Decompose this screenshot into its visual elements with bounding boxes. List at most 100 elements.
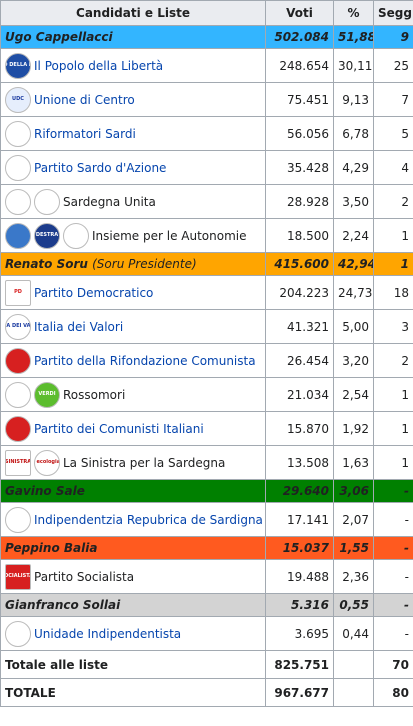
- header-votes[interactable]: Voti: [265, 0, 334, 26]
- party-logo-group: Partito dei Comunisti Italiani: [5, 415, 261, 442]
- party-percent: 24,73: [333, 275, 374, 310]
- party-name[interactable]: Partito Democratico: [34, 285, 154, 300]
- party-logo-group: Indipendentzia Repubrica de Sardigna: [5, 506, 263, 533]
- party-name[interactable]: Indipendentzia Repubrica de Sardigna: [34, 512, 263, 527]
- party-name[interactable]: Il Popolo della Libertà: [34, 58, 164, 73]
- coalition-percent: 51,88: [333, 25, 374, 49]
- party-name[interactable]: Partito della Rifondazione Comunista: [34, 353, 256, 368]
- party-percent: 6,78: [333, 116, 374, 151]
- idv-logo[interactable]: ITALIA DEI VALORI: [5, 313, 31, 340]
- sinistra-ecologia-logo[interactable]: sinistra ecologia libertà: [34, 449, 60, 476]
- coalition-percent: 3,06: [333, 479, 374, 503]
- party-name[interactable]: Partito dei Comunisti Italiani: [34, 421, 204, 436]
- coalition-candidate-cell: Ugo Cappellacci: [0, 25, 266, 49]
- party-seats: -: [373, 502, 413, 537]
- header-percent[interactable]: %: [333, 0, 374, 26]
- party-cell: Riformatori Sardi: [0, 116, 266, 151]
- totals-row: Totale alle liste 825.751 70: [0, 650, 413, 679]
- party-cell: POPOLO DELLA LIBERTÀ Il Popolo della Libe…: [0, 48, 266, 83]
- party-name[interactable]: Riformatori Sardi: [34, 126, 136, 141]
- coalition-row: Gianfranco Sollai 5.316 0,55-: [0, 593, 413, 617]
- party-name[interactable]: Unione di Centro: [34, 92, 135, 107]
- party-votes: 204.223: [265, 275, 334, 310]
- party-percent: 0,44: [333, 616, 374, 651]
- party-percent: 5,00: [333, 309, 374, 344]
- party-name: Sardegna Unita: [63, 194, 156, 209]
- placeholder-logo[interactable]: [5, 506, 31, 533]
- party-seats: 2: [373, 343, 413, 378]
- candidate-name[interactable]: Gavino Sale: [5, 484, 85, 498]
- party-logo-group: Riformatori Sardi: [5, 120, 261, 147]
- placeholder-logo[interactable]: [5, 188, 31, 215]
- party-logo-group: ITALIA DEI VALORIItalia dei Valori: [5, 313, 261, 340]
- candidate-name[interactable]: Gianfranco Sollai: [5, 598, 121, 612]
- party-percent: 3,50: [333, 184, 374, 219]
- party-percent: 2,54: [333, 377, 374, 412]
- placeholder-logo[interactable]: [5, 620, 31, 647]
- coalition-candidate-cell: Gianfranco Sollai: [0, 593, 266, 617]
- candidate-name[interactable]: Renato Soru: [5, 257, 88, 271]
- pdci-logo[interactable]: [5, 415, 31, 442]
- party-seats: 1: [373, 445, 413, 480]
- party-name[interactable]: Partito Sardo d'Azione: [34, 160, 167, 175]
- totals-seats: 70: [373, 650, 413, 679]
- destra-logo[interactable]: DESTRA: [34, 222, 60, 249]
- party-row: Sardegna Unita 28.928 3,50 2: [0, 184, 413, 219]
- party-cell: Partito della Rifondazione Comunista: [0, 343, 266, 378]
- candidate-name[interactable]: Ugo Cappellacci: [5, 30, 113, 44]
- party-row: Riformatori Sardi 56.056 6,78 5: [0, 116, 413, 151]
- placeholder-logo[interactable]: [5, 154, 31, 181]
- header-seats[interactable]: Seggi: [373, 0, 413, 26]
- logo-text: DESTRA: [35, 232, 59, 238]
- party-logo-group: Partito Sardo d'Azione: [5, 154, 261, 181]
- party-percent: 3,20: [333, 343, 374, 378]
- party-name[interactable]: Unidade Indipendentista: [34, 626, 182, 641]
- party-votes: 26.454: [265, 343, 334, 378]
- party-seats: 18: [373, 275, 413, 310]
- party-name: Partito Socialista: [34, 569, 135, 584]
- coalition-row: Peppino Balia 15.037 1,55-: [0, 536, 413, 560]
- party-row: Indipendentzia Repubrica de Sardigna 17.1…: [0, 502, 413, 537]
- totals-row: TOTALE 967.677 80: [0, 678, 413, 707]
- party-percent: 30,11: [333, 48, 374, 83]
- coalition-candidate-cell: Peppino Balia: [0, 536, 266, 560]
- logo-text: UDC: [12, 96, 24, 102]
- verdi-logo[interactable]: VERDI: [34, 381, 60, 408]
- party-votes: 75.451: [265, 82, 334, 117]
- placeholder-logo[interactable]: [63, 222, 89, 249]
- placeholder-logo[interactable]: [5, 120, 31, 147]
- pd-logo[interactable]: PD: [5, 279, 31, 306]
- logo-text: POPOLO DELLA LIBERTÀ: [6, 62, 30, 68]
- pdl-logo[interactable]: POPOLO DELLA LIBERTÀ: [5, 52, 31, 79]
- party-percent: 2,07: [333, 502, 374, 537]
- party-votes: 17.141: [265, 502, 334, 537]
- autonomie-logo[interactable]: [5, 222, 31, 249]
- party-percent: 1,92: [333, 411, 374, 446]
- party-cell: ITALIA DEI VALORIItalia dei Valori: [0, 309, 266, 344]
- party-seats: 2: [373, 184, 413, 219]
- party-votes: 41.321: [265, 309, 334, 344]
- logo-text: PARTITO SOCIALISTA ITALIANO: [6, 573, 30, 579]
- ps-logo[interactable]: PARTITO SOCIALISTA ITALIANO: [5, 563, 31, 590]
- candidate-name[interactable]: Peppino Balia: [5, 541, 98, 555]
- party-cell: Unidade Indipendentista: [0, 616, 266, 651]
- totals-votes: 825.751: [265, 650, 334, 679]
- party-logo-group: SINISTRA sinistra ecologia libertàLa Sini…: [5, 449, 261, 476]
- placeholder-logo[interactable]: [5, 381, 31, 408]
- coalition-seats: -: [373, 479, 413, 503]
- party-votes: 35.428: [265, 150, 334, 185]
- logo-text: PD: [14, 289, 22, 295]
- prc-logo[interactable]: [5, 347, 31, 374]
- header-candidates[interactable]: Candidati e Liste: [0, 0, 266, 26]
- udc-logo[interactable]: UDC: [5, 86, 31, 113]
- party-cell: VERDI Rossomori: [0, 377, 266, 412]
- party-row: UDC Unione di Centro 75.451 9,13 7: [0, 82, 413, 117]
- party-cell: Sardegna Unita: [0, 184, 266, 219]
- party-row: Partito dei Comunisti Italiani 15.870 1,92…: [0, 411, 413, 446]
- party-logo-group: PD Partito Democratico: [5, 279, 261, 306]
- logo-text: SINISTRA: [5, 459, 31, 465]
- party-name[interactable]: Italia dei Valori: [34, 319, 124, 334]
- sinistra-logo[interactable]: SINISTRA: [5, 449, 31, 476]
- party-row: Partito della Rifondazione Comunista 26.4…: [0, 343, 413, 378]
- placeholder-logo[interactable]: [34, 188, 60, 215]
